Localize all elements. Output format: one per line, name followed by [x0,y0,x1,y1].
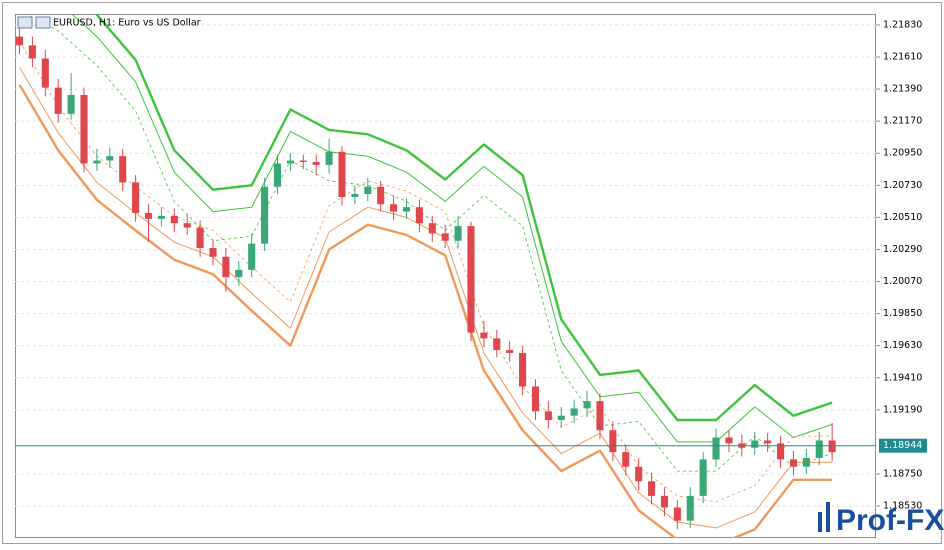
logo-bar [826,502,830,532]
candle-body [570,408,578,416]
y-tick-label: 1.21390 [883,84,922,95]
watermark: Prof-FX [836,504,944,537]
logo-bar [818,512,822,532]
candle-body [15,36,24,46]
candle-body [635,466,643,482]
candle-body [28,45,36,59]
candle-body [170,215,178,224]
current-price-box [879,438,927,453]
current-price-label: 1.18944 [883,440,922,451]
candle-body [583,401,591,409]
candle-body [144,213,153,219]
candle-body [106,156,114,161]
candle-body [222,256,230,278]
candle-body [390,204,398,212]
band-line [18,84,833,538]
candle-body [415,207,423,224]
candle-body [648,481,656,496]
candle-body [480,332,488,339]
candle-body [286,160,294,164]
candle-body [54,87,62,114]
plot-frame [15,14,876,538]
y-tick-label: 1.18750 [883,468,922,479]
candle-body [622,452,630,467]
candle-body [596,401,604,431]
candle-body [235,269,243,278]
candle-body [273,163,282,187]
y-axis: 1.21830 1.21610 1.21390 1.21170 1.20950 1.207… [876,19,927,512]
candle-body [712,437,720,460]
logo: Prof-FX [818,502,944,537]
chart-icon [17,16,33,29]
candle-body [725,437,733,444]
candle-body [299,160,307,162]
candle-body [506,350,514,353]
candle-body [441,233,449,241]
y-tick-label: 1.20950 [883,148,922,159]
candle-body [660,495,669,508]
candle-body [80,94,88,164]
candle-body [764,440,772,444]
candle-body [196,227,204,249]
candle-body [312,161,320,165]
candles [15,27,876,530]
chart-title: EURUSD, H1: Euro vs US Dollar [53,18,201,29]
candle-body [493,338,501,351]
y-tick-label: 1.20290 [883,244,922,255]
y-tick-label: 1.20070 [883,276,922,287]
candle-body [209,248,217,257]
y-tick-label: 1.21830 [883,19,922,30]
chart-icon [35,16,51,29]
candle-body [673,507,681,521]
candle-body [828,440,836,453]
band-line [94,14,833,422]
y-tick-label: 1.21610 [883,52,922,63]
candle-body [132,182,140,214]
candle-body [67,94,75,114]
y-tick-label: 1.19190 [883,404,922,415]
candle-body [351,194,359,197]
y-tick-label: 1.19850 [883,308,922,319]
candle-body [686,495,694,521]
y-tick-label: 1.18530 [883,501,922,512]
candle-body [557,415,565,421]
candle-body [325,151,333,165]
candle-body [751,440,759,448]
bands [18,14,833,538]
candle-body [119,156,127,183]
candle-body [519,352,527,387]
candle-body [402,207,411,212]
candle-body [93,160,101,164]
candle-body [467,226,475,333]
candle-body [183,223,191,228]
y-tick-label: 1.20510 [883,212,922,223]
y-tick-label: 1.20730 [883,180,922,191]
candle-body [777,443,785,460]
candle-body [41,58,49,88]
candle-body [248,243,256,270]
y-tick-label: 1.19410 [883,372,922,383]
band-line [19,66,833,529]
candle-body [699,459,707,496]
candle-body [815,440,823,458]
candle-body [157,215,165,219]
candle-body [544,411,552,421]
band-line [71,14,833,443]
candle-body [531,386,540,412]
candle-body [609,430,617,453]
candle-body [364,186,372,195]
candle-body [338,151,346,197]
candle-body [428,223,436,234]
y-tick-label: 1.19630 [883,340,922,351]
candle-body [454,226,462,241]
candle-body [802,457,810,467]
candle-body [789,459,797,467]
band-line [19,40,833,503]
candle-body [377,186,385,205]
candle-body [261,186,269,244]
band-line [25,14,833,472]
y-tick-label: 1.21170 [883,116,922,127]
